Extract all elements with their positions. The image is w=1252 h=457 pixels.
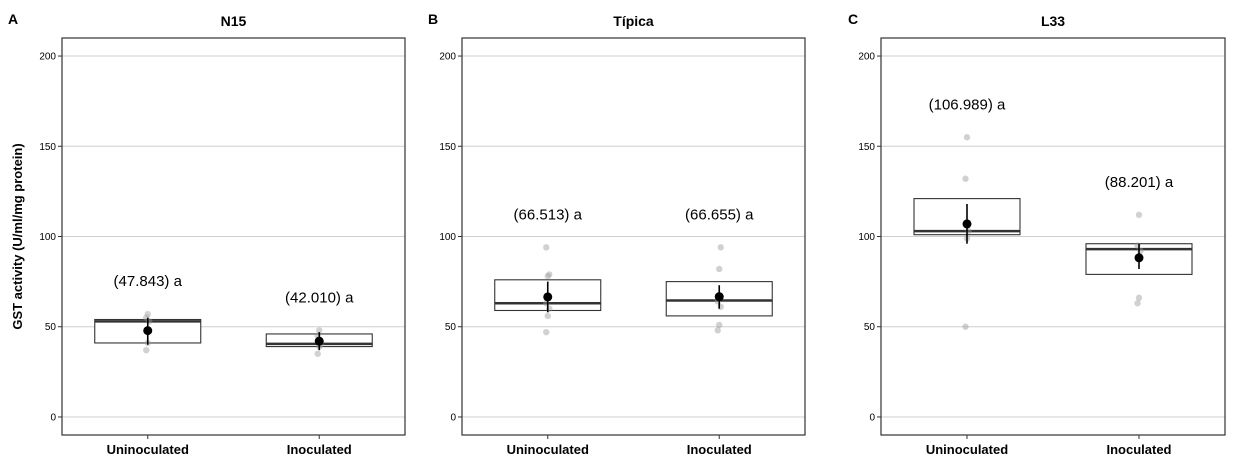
y-tick-label: 50: [445, 322, 457, 333]
panel-letter: C: [848, 11, 858, 27]
panel-title: N15: [221, 13, 247, 29]
data-point: [714, 327, 721, 334]
mean-point: [714, 292, 724, 302]
y-tick-label: 0: [50, 412, 56, 423]
mean-annotation: (66.655) a: [685, 206, 754, 223]
mean-annotation: (42.010) a: [285, 289, 354, 306]
y-tick-label: 200: [858, 52, 875, 63]
y-tick-label: 0: [869, 412, 875, 423]
data-point: [543, 244, 550, 251]
x-tick-label: Uninoculated: [926, 442, 1008, 457]
mean-annotation: (106.989) a: [929, 96, 1006, 113]
y-tick-label: 150: [439, 142, 456, 153]
y-tick-label: 0: [450, 412, 456, 423]
data-point: [717, 244, 724, 251]
x-tick-label: Inoculated: [687, 442, 752, 457]
mean-point: [314, 336, 324, 346]
y-tick-label: 50: [864, 322, 876, 333]
data-point: [716, 265, 723, 273]
mean-point: [962, 219, 972, 229]
mean-point: [143, 326, 153, 336]
y-tick-label: 200: [439, 52, 456, 63]
mean-point: [543, 292, 553, 302]
data-point: [962, 323, 969, 330]
panel-letter: A: [8, 11, 18, 27]
y-tick-label: 150: [39, 142, 56, 153]
mean-annotation: (47.843) a: [114, 273, 183, 290]
data-point: [1134, 300, 1141, 307]
x-tick-label: Inoculated: [287, 442, 352, 457]
y-tick-label: 50: [45, 322, 57, 333]
y-tick-label: 100: [439, 232, 456, 243]
panel-title: L33: [1041, 13, 1065, 29]
data-point: [316, 327, 323, 334]
mean-point: [1134, 253, 1144, 263]
panel-frame: [880, 37, 1226, 436]
data-point: [144, 310, 151, 318]
panel-letter: B: [428, 11, 438, 27]
data-point: [546, 271, 553, 278]
data-point: [716, 321, 723, 329]
data-point: [1135, 294, 1143, 302]
panel-title: Típica: [613, 13, 654, 29]
y-tick-label: 200: [39, 52, 56, 63]
data-point: [963, 134, 971, 141]
data-point: [1135, 211, 1143, 219]
data-point: [962, 175, 969, 182]
x-tick-label: Uninoculated: [107, 442, 189, 457]
x-tick-label: Inoculated: [1106, 442, 1171, 457]
y-tick-label: 150: [858, 142, 875, 153]
y-tick-label: 100: [39, 232, 56, 243]
panel-frame: [461, 37, 806, 436]
data-point: [314, 350, 321, 357]
mean-annotation: (88.201) a: [1105, 174, 1174, 191]
mean-annotation: (66.513) a: [514, 206, 583, 223]
data-point: [143, 346, 150, 354]
data-point: [544, 312, 551, 320]
y-tick-label: 100: [858, 232, 875, 243]
data-point: [543, 328, 550, 336]
panel-frame: [61, 37, 406, 436]
y-axis-label: GST activity (U/ml/mg protein): [10, 143, 25, 329]
x-tick-label: Uninoculated: [507, 442, 589, 457]
data-point: [544, 273, 551, 280]
